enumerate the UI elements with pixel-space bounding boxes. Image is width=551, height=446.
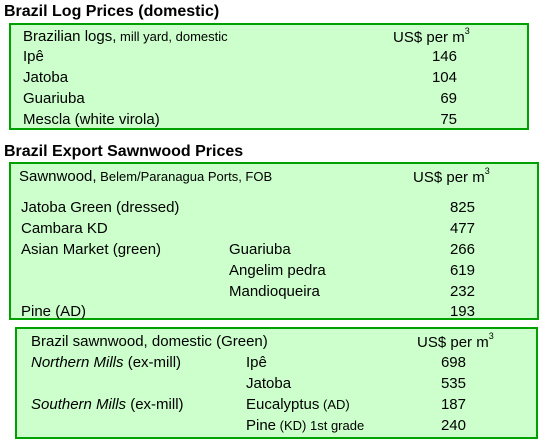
export-row-name: Jatoba Green (dressed) (21, 199, 180, 216)
species-grade-extra: 1st grade (306, 418, 365, 433)
domestic-row-species: Jatoba (246, 375, 292, 392)
domestic-row-value: 535 (440, 375, 466, 392)
log-prices-title: Brazil Log Prices (domestic) (4, 3, 220, 20)
mill-name: Southern Mills (31, 396, 127, 413)
domestic-row-species: Ipê (246, 354, 267, 371)
export-row-value: 619 (449, 262, 475, 279)
log-header-sub: mill yard, domestic (116, 29, 228, 44)
export-unit-sup: 3 (484, 166, 490, 176)
export-row-name: Asian Market (green) (21, 241, 162, 258)
domestic-sawnwood-table: Brazil sawnwood, domestic (Green) US$ pe… (15, 327, 538, 439)
log-prices-table: Brazilian logs, mill yard, domestic US$ … (9, 23, 529, 130)
export-row-value: 266 (449, 241, 475, 258)
log-row-value: 75 (440, 111, 457, 128)
export-sawnwood-title: Brazil Export Sawnwood Prices (4, 143, 244, 160)
export-row-value: 232 (449, 283, 475, 300)
domestic-row-mill: Northern Mills (ex-mill) (31, 354, 181, 371)
species-name: Eucalyptus (246, 396, 320, 413)
log-prices-unit: US$ per m3 (393, 26, 470, 46)
log-row-name: Jatoba (23, 69, 69, 86)
domestic-row-value: 240 (440, 417, 466, 434)
domestic-unit-sup: 3 (488, 331, 494, 341)
domestic-row-value: 187 (440, 396, 466, 413)
mill-note: (ex-mill) (123, 354, 182, 371)
domestic-unit: US$ per m3 (417, 331, 494, 351)
log-unit-text: US$ per m (393, 29, 465, 46)
export-row-value: 477 (449, 220, 475, 237)
export-unit: US$ per m3 (413, 166, 490, 186)
export-sawnwood-table: Sawnwood, Belem/Paranagua Ports, FOB US$… (9, 162, 539, 320)
export-header: Sawnwood, Belem/Paranagua Ports, FOB (19, 168, 272, 185)
export-row-name: Cambara KD (21, 220, 108, 237)
domestic-row-species: Pine (KD) 1st grade (246, 417, 364, 434)
export-header-main: Sawnwood, (19, 168, 97, 185)
export-unit-text: US$ per m (413, 169, 485, 186)
species-name: Pine (246, 417, 277, 434)
log-row-name: Mescla (white virola) (23, 111, 160, 128)
log-row-value: 146 (431, 48, 457, 65)
log-prices-header: Brazilian logs, mill yard, domestic (23, 28, 228, 45)
export-header-sub: Belem/Paranagua Ports, FOB (96, 169, 273, 184)
domestic-row-value: 698 (440, 354, 466, 371)
log-row-name: Ipê (23, 48, 44, 65)
export-row-species: Angelim pedra (229, 262, 326, 279)
mill-note: (ex-mill) (126, 396, 184, 413)
log-row-value: 104 (431, 69, 457, 86)
domestic-unit-text: US$ per m (417, 334, 489, 351)
log-header-main: Brazilian logs, (23, 28, 117, 45)
export-row-species: Mandioqueira (229, 283, 320, 300)
log-row-name: Guariuba (23, 90, 85, 107)
species-grade: (AD) (319, 397, 350, 412)
export-row-value: 193 (449, 303, 475, 320)
mill-name: Northern Mills (31, 354, 124, 371)
domestic-header: Brazil sawnwood, domestic (Green) (31, 333, 268, 350)
domestic-row-species: Eucalyptus (AD) (246, 396, 350, 413)
export-row-name: Pine (AD) (21, 303, 87, 320)
species-grade: (KD) (276, 418, 307, 433)
export-row-species: Guariuba (229, 241, 291, 258)
log-row-value: 69 (440, 90, 457, 107)
domestic-row-mill: Southern Mills (ex-mill) (31, 396, 184, 413)
log-unit-sup: 3 (464, 26, 470, 36)
export-row-value: 825 (449, 199, 475, 216)
